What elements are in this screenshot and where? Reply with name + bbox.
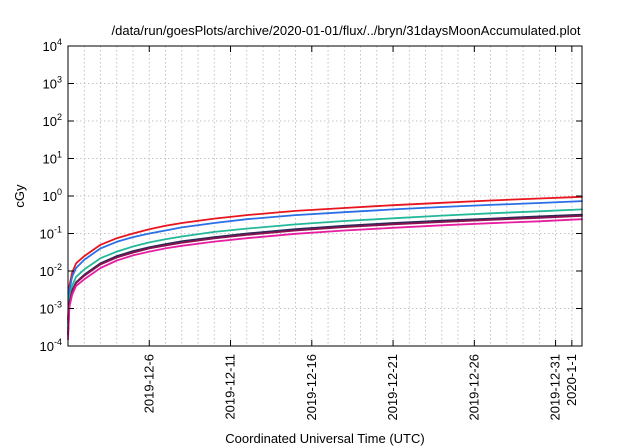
y-tick-label: 10-4	[40, 337, 62, 354]
series-line-2	[67, 200, 583, 325]
series-line-6	[67, 218, 583, 341]
x-tick-label: 2019-12-21	[385, 354, 400, 421]
y-axis: 10-4 10-3 10-2 10-1 100 101 102 103 104	[40, 37, 582, 354]
y-tick-label: 103	[43, 75, 62, 92]
x-axis-label: Coordinated Universal Time (UTC)	[225, 431, 424, 446]
chart-title: /data/run/goesPlots/archive/2020-01-01/f…	[112, 23, 581, 38]
y-tick-label: 10-3	[40, 300, 62, 317]
series-line-1	[67, 195, 583, 321]
x-axis: 2019-12-6 2019-12-11 2019-12-16 2019-12-21 2…	[141, 46, 579, 421]
x-tick-label: 2019-12-11	[223, 354, 238, 420]
y-tick-label: 10-2	[40, 262, 62, 279]
x-tick-label: 2019-12-16	[304, 354, 319, 421]
series-group	[67, 195, 583, 341]
y-tick-label: 102	[43, 112, 62, 129]
y-tick-label: 100	[43, 187, 62, 204]
x-tick-label: 2019-12-26	[466, 354, 481, 421]
y-tick-label: 101	[43, 150, 62, 167]
y-tick-label: 104	[43, 37, 62, 54]
x-tick-label: 2019-12-31	[548, 354, 563, 421]
series-line-3	[67, 208, 583, 329]
y-axis-label: cGy	[12, 184, 27, 208]
x-tick-label: 2019-12-6	[141, 354, 156, 413]
grid	[68, 46, 582, 346]
y-tick-label: 10-1	[40, 225, 62, 242]
series-line-5	[67, 215, 583, 336]
x-tick-label: 2020-1-1	[564, 354, 579, 406]
